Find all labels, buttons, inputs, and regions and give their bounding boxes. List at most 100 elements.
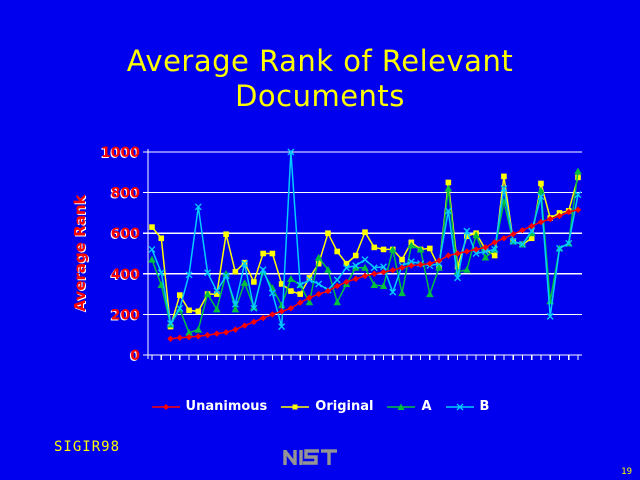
marker-square — [325, 230, 331, 236]
legend-label: A — [421, 399, 432, 414]
legend-marker-diamond — [151, 403, 180, 410]
legend-marker-glyph — [456, 403, 464, 410]
marker-diamond — [472, 246, 480, 253]
marker-x — [370, 264, 378, 272]
marker-diamond — [426, 260, 434, 267]
marker-x — [472, 250, 480, 257]
legend-label: Unanimous — [185, 399, 268, 414]
marker-square — [232, 268, 239, 275]
marker-x — [574, 191, 582, 199]
marker-diamond — [334, 282, 341, 290]
y-tick-label: 600 — [111, 226, 140, 242]
marker-diamond — [287, 305, 295, 312]
marker-diamond — [232, 326, 239, 333]
marker-square — [491, 252, 498, 259]
marker-triangle — [185, 328, 193, 336]
marker-square — [260, 250, 266, 257]
nist-logo: NIST — [283, 449, 337, 466]
legend-marker-glyph — [162, 403, 169, 410]
marker-triangle — [426, 290, 434, 298]
marker-diamond — [259, 314, 267, 322]
marker-x — [555, 244, 563, 252]
marker-diamond — [491, 239, 498, 246]
y-axis-label: Average Rank — [71, 194, 89, 312]
legend-item-b: B — [445, 399, 489, 414]
marker-triangle — [574, 167, 582, 175]
marker-triangle — [407, 241, 416, 249]
marker-triangle — [444, 184, 453, 192]
marker-x — [176, 304, 184, 312]
y-tick-label-shadow: 1000 — [100, 146, 139, 162]
marker-triangle — [472, 231, 480, 239]
marker-x — [454, 274, 462, 282]
marker-triangle — [314, 253, 323, 261]
marker-triangle — [287, 275, 295, 282]
y-tick-label: 800 — [111, 186, 140, 202]
marker-square — [269, 250, 276, 257]
marker-x — [222, 272, 230, 280]
legend-marker-glyph — [292, 404, 298, 409]
marker-x — [491, 245, 499, 253]
marker-square — [195, 308, 202, 315]
marker-square — [371, 244, 378, 251]
marker-diamond — [398, 264, 406, 271]
marker-x — [389, 288, 397, 296]
marker-x — [231, 300, 239, 308]
marker-diamond — [482, 244, 489, 251]
marker-triangle — [231, 305, 240, 313]
marker-x — [305, 276, 313, 284]
series-line-original — [151, 176, 579, 327]
y-tick-label-shadow: 0 — [129, 349, 139, 365]
marker-triangle — [148, 255, 156, 263]
marker-x — [278, 323, 286, 331]
marker-x — [528, 227, 536, 235]
marker-square — [241, 259, 248, 266]
marker-square — [158, 235, 165, 242]
marker-x — [463, 227, 471, 235]
marker-triangle — [370, 281, 379, 288]
marker-square — [315, 260, 322, 267]
marker-x — [185, 271, 193, 279]
marker-x — [407, 258, 415, 266]
marker-square — [176, 292, 183, 298]
marker-diamond — [417, 261, 424, 268]
marker-x — [315, 280, 323, 288]
marker-triangle — [379, 282, 388, 289]
marker-triangle — [453, 267, 462, 275]
marker-x — [518, 240, 526, 248]
marker-square — [352, 252, 359, 259]
marker-diamond — [371, 270, 378, 277]
marker-square — [501, 173, 507, 180]
marker-triangle — [213, 305, 221, 313]
marker-x — [167, 320, 175, 328]
y-tick-label-shadow: 600 — [110, 227, 139, 243]
marker-x — [204, 269, 212, 277]
marker-x — [157, 269, 165, 277]
marker-diamond — [185, 333, 193, 341]
marker-x — [287, 148, 295, 156]
marker-diamond — [463, 248, 471, 255]
y-tick-label-shadow: 400 — [110, 268, 139, 284]
marker-square — [306, 275, 313, 281]
marker-square — [214, 291, 220, 297]
marker-square — [399, 256, 405, 263]
marker-diamond — [408, 262, 415, 269]
y-tick-label-shadow: 800 — [110, 187, 139, 203]
marker-diamond — [250, 318, 258, 326]
marker-square — [288, 288, 294, 294]
marker-square — [380, 246, 387, 253]
marker-square — [538, 180, 544, 187]
legend-marker-square — [281, 404, 310, 409]
marker-triangle — [537, 186, 545, 194]
marker-triangle — [435, 263, 443, 271]
marker-diamond — [389, 266, 396, 274]
marker-square — [575, 174, 581, 181]
marker-diamond — [241, 322, 248, 329]
slide-title: Average Rank of Relevant Documents — [126, 44, 514, 113]
marker-x — [268, 289, 276, 297]
marker-x — [241, 260, 249, 268]
marker-diamond — [454, 250, 461, 257]
marker-triangle — [361, 263, 369, 271]
marker-x — [565, 239, 573, 247]
